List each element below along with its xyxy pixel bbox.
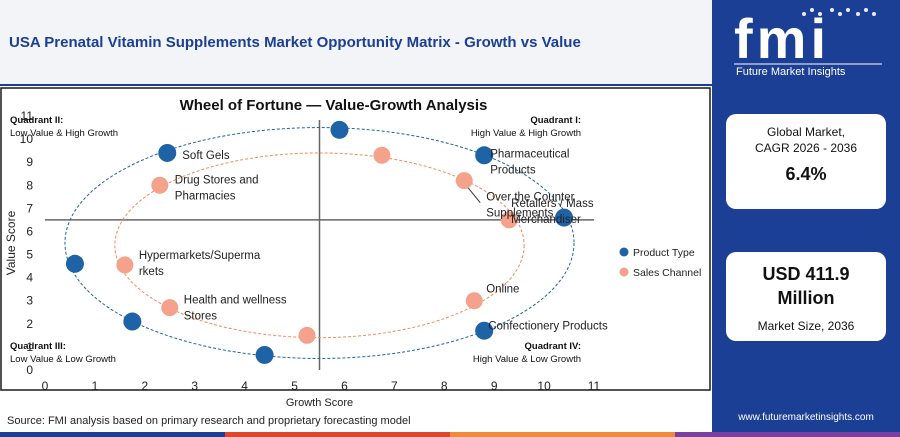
point-label: Merchandiser xyxy=(511,214,581,226)
x-tick-label: 6 xyxy=(341,379,348,393)
y-tick-label: 0 xyxy=(26,363,33,377)
point-label: Hypermarkets/Superma xyxy=(139,250,261,262)
x-tick-label: 9 xyxy=(491,379,498,393)
matrix-chart: Wheel of Fortune — Value-Growth Analysis… xyxy=(0,87,711,409)
y-tick-label: 7 xyxy=(26,201,33,215)
cagr-value: 6.4% xyxy=(785,164,827,184)
product-type-point xyxy=(123,312,142,331)
sales-channel-point xyxy=(500,211,518,229)
x-tick-label: 5 xyxy=(291,379,298,393)
point-label: Stores xyxy=(184,311,217,323)
y-tick-label: 2 xyxy=(26,317,33,331)
x-tick-label: 10 xyxy=(537,379,551,393)
x-axis-label: Growth Score xyxy=(286,397,353,409)
x-tick-label: 7 xyxy=(391,379,398,393)
website-url[interactable]: www.futuremarketinsights.com xyxy=(738,412,874,423)
sales-channel-point xyxy=(151,176,169,194)
quadrant-title-q1: Quadrant I: xyxy=(530,115,581,126)
header-divider xyxy=(0,84,712,86)
sidebar: fmi Future Market Insights Global Market… xyxy=(712,0,900,432)
point-label: Pharmacies xyxy=(175,190,236,202)
quadrant-subtitle-q1: High Value & High Growth xyxy=(471,128,581,139)
product-type-point xyxy=(255,345,274,364)
product-type-point xyxy=(65,254,84,273)
point-label: Soft Gels xyxy=(182,150,230,162)
product-type-orbit xyxy=(64,127,575,359)
y-tick-label: 5 xyxy=(26,248,33,262)
header: USA Prenatal Vitamin Supplements Market … xyxy=(0,0,712,84)
quadrant-subtitle-q2: Low Value & High Growth xyxy=(10,128,118,139)
y-tick-label: 1 xyxy=(26,340,33,354)
legend-marker xyxy=(619,247,629,257)
sales-channel-orbit xyxy=(114,152,525,339)
y-axis-label: Value Score xyxy=(4,210,18,275)
market-size-label: Market Size, 2036 xyxy=(757,319,855,333)
point-label: Over the Counter xyxy=(486,192,574,204)
footer-segment-blue xyxy=(0,432,225,437)
footer-segment-red xyxy=(225,432,450,437)
quadrant-subtitle-q4: High Value & Low Growth xyxy=(473,354,581,365)
cagr-label: Global Market, CAGR 2026 - 2036 xyxy=(754,125,858,155)
point-label: Products xyxy=(490,164,536,176)
point-label: Retailers / Mass xyxy=(511,198,594,210)
fmi-logo: fmi Future Market Insights xyxy=(712,0,900,90)
cagr-card: Global Market, CAGR 2026 - 2036 6.4% xyxy=(726,114,886,209)
chart-frame xyxy=(0,87,711,391)
y-tick-label: 11 xyxy=(21,109,34,123)
x-tick-label: 0 xyxy=(42,379,49,393)
sales-channel-point xyxy=(465,292,483,310)
chart-panel: Wheel of Fortune — Value-Growth Analysis… xyxy=(0,86,712,410)
quadrant-title-q4: Quadrant IV: xyxy=(525,341,581,352)
sales-channel-point xyxy=(298,326,316,344)
point-label: Supplements xyxy=(486,208,553,220)
quadrant-title-q3: Quadrant III: xyxy=(10,341,66,352)
sales-channel-point xyxy=(455,172,473,190)
legend-marker xyxy=(619,267,629,277)
x-tick-label: 3 xyxy=(191,379,198,393)
y-tick-label: 9 xyxy=(26,155,33,169)
product-type-point xyxy=(475,321,494,340)
source-note: Source: FMI analysis based on primary re… xyxy=(7,415,411,427)
sales-channel-point xyxy=(373,146,391,164)
market-size-value: USD 411.9 Million xyxy=(762,264,850,308)
logo-tagline: Future Market Insights xyxy=(736,66,846,78)
label-leader-line xyxy=(466,186,481,203)
product-type-point xyxy=(475,146,494,165)
y-tick-label: 6 xyxy=(26,224,33,238)
quadrant-title-q2: Quadrant II: xyxy=(10,115,63,126)
legend-label: Product Type xyxy=(633,247,695,259)
logo-mark: fmi xyxy=(734,7,882,70)
point-label: Health and wellness xyxy=(184,295,287,307)
svg-text:fmi: fmi xyxy=(734,7,830,70)
x-tick-label: 1 xyxy=(92,379,99,393)
x-tick-label: 4 xyxy=(241,379,248,393)
x-tick-label: 8 xyxy=(441,379,448,393)
product-type-point xyxy=(555,208,574,227)
footer-segment-purple xyxy=(675,432,900,437)
quadrant-subtitle-q3: Low Value & Low Growth xyxy=(10,354,116,365)
market-size-card: USD 411.9 Million Market Size, 2036 xyxy=(726,252,886,341)
product-type-point xyxy=(158,143,177,162)
x-tick-label: 2 xyxy=(141,379,148,393)
point-label: Drug Stores and xyxy=(175,174,259,186)
x-tick-label: 11 xyxy=(588,379,601,393)
point-label: Pharmaceutical xyxy=(490,148,569,160)
point-label: Online xyxy=(486,284,519,296)
point-label: rkets xyxy=(139,266,164,278)
legend-label: Sales Channel xyxy=(633,267,701,279)
sales-channel-point xyxy=(116,256,134,274)
sales-channel-point xyxy=(161,299,179,317)
footer-segment-orange xyxy=(450,432,675,437)
product-type-point xyxy=(330,120,349,139)
y-tick-label: 10 xyxy=(20,132,34,146)
footer-color-bar xyxy=(0,432,900,437)
page-title: USA Prenatal Vitamin Supplements Market … xyxy=(9,34,581,51)
point-label: Confectionery Products xyxy=(488,321,608,333)
y-tick-label: 8 xyxy=(26,178,33,192)
chart-title: Wheel of Fortune — Value-Growth Analysis xyxy=(180,97,488,114)
y-tick-label: 3 xyxy=(26,294,33,308)
y-tick-label: 4 xyxy=(26,271,33,285)
